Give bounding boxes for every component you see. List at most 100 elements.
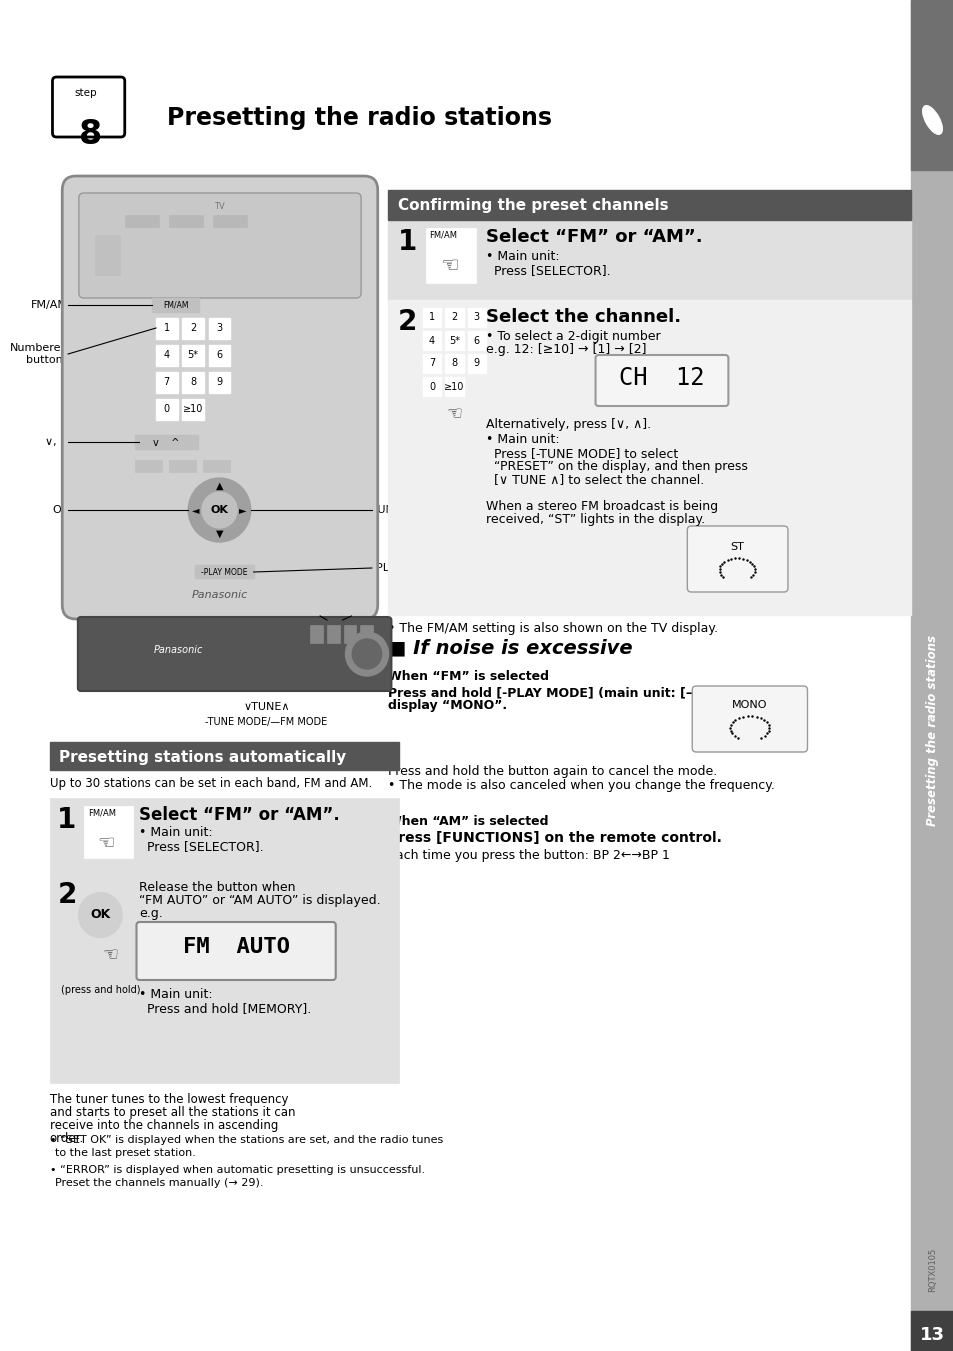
Text: Up to 30 stations can be set in each band, FM and AM.: Up to 30 stations can be set in each ban… bbox=[50, 777, 372, 790]
Bar bbox=[50, 798, 398, 873]
Text: ∨TUNE∧: ∨TUNE∧ bbox=[243, 703, 290, 712]
Text: Select “FM” or “AM”.: Select “FM” or “AM”. bbox=[139, 807, 340, 824]
FancyBboxPatch shape bbox=[79, 193, 361, 299]
Ellipse shape bbox=[922, 105, 942, 134]
Text: Presetting stations automatically: Presetting stations automatically bbox=[59, 750, 346, 765]
Text: order.: order. bbox=[50, 1132, 84, 1146]
Text: • The FM/AM setting is also shown on the TV display.: • The FM/AM setting is also shown on the… bbox=[388, 621, 718, 635]
Text: ☜: ☜ bbox=[446, 404, 462, 422]
FancyBboxPatch shape bbox=[136, 921, 335, 979]
Bar bbox=[203, 459, 230, 471]
Text: 4: 4 bbox=[164, 350, 170, 359]
Text: FM/AM: FM/AM bbox=[429, 231, 457, 240]
Text: Press and hold [MEMORY].: Press and hold [MEMORY]. bbox=[147, 1002, 311, 1015]
Text: RQTX0105: RQTX0105 bbox=[927, 1248, 936, 1292]
Text: OK: OK bbox=[211, 505, 228, 515]
Text: 2: 2 bbox=[451, 312, 457, 323]
Bar bbox=[209, 372, 230, 393]
Text: 4: 4 bbox=[429, 335, 435, 346]
Text: 2: 2 bbox=[397, 308, 417, 336]
Text: 5*: 5* bbox=[449, 335, 459, 346]
Bar bbox=[910, 1310, 953, 1351]
Text: SELECTOR: SELECTOR bbox=[274, 607, 326, 616]
Text: 0: 0 bbox=[429, 381, 435, 392]
Text: Press [SELECTOR].: Press [SELECTOR]. bbox=[147, 840, 264, 852]
Bar bbox=[169, 215, 203, 227]
Text: CH  12: CH 12 bbox=[618, 366, 704, 390]
Bar bbox=[194, 565, 253, 578]
Text: received, “ST” lights in the display.: received, “ST” lights in the display. bbox=[486, 513, 704, 526]
Text: ≥10: ≥10 bbox=[183, 404, 203, 413]
Bar bbox=[182, 345, 204, 366]
Bar bbox=[182, 372, 204, 393]
Text: Press and hold [-PLAY MODE] (main unit: [—FM MODE]) to: Press and hold [-PLAY MODE] (main unit: … bbox=[388, 686, 796, 698]
Text: Select the channel.: Select the channel. bbox=[486, 308, 680, 326]
Text: (press and hold): (press and hold) bbox=[61, 985, 140, 994]
Bar bbox=[467, 308, 486, 327]
Bar bbox=[156, 372, 177, 393]
Text: 3: 3 bbox=[474, 312, 479, 323]
Bar bbox=[213, 215, 247, 227]
Text: -TUNE MODE/—FM MODE: -TUNE MODE/—FM MODE bbox=[205, 717, 327, 727]
Text: OK: OK bbox=[52, 505, 68, 515]
Text: ≥10: ≥10 bbox=[444, 381, 464, 392]
Text: ■ If noise is excessive: ■ If noise is excessive bbox=[388, 638, 633, 657]
Text: -PLAY MODE: -PLAY MODE bbox=[372, 563, 439, 573]
Bar bbox=[50, 742, 398, 770]
Text: to the last preset station.: to the last preset station. bbox=[55, 1148, 196, 1158]
Text: MEMORY: MEMORY bbox=[323, 607, 366, 616]
Text: ST: ST bbox=[729, 542, 743, 553]
Text: 1: 1 bbox=[429, 312, 435, 323]
Text: 8: 8 bbox=[451, 358, 457, 369]
Text: receive into the channels in ascending: receive into the channels in ascending bbox=[50, 1119, 277, 1132]
Text: 1: 1 bbox=[164, 323, 170, 332]
Text: 8: 8 bbox=[79, 118, 102, 151]
Bar bbox=[50, 873, 398, 1084]
Text: TV: TV bbox=[213, 203, 225, 211]
Text: ◄: ◄ bbox=[193, 505, 199, 515]
Text: 0: 0 bbox=[164, 404, 170, 413]
Text: 3: 3 bbox=[216, 323, 222, 332]
Text: Each time you press the button: BP 2←→BP 1: Each time you press the button: BP 2←→BP… bbox=[388, 848, 670, 862]
FancyBboxPatch shape bbox=[692, 686, 806, 753]
Text: FM  AUTO: FM AUTO bbox=[182, 938, 290, 957]
Bar bbox=[910, 0, 953, 170]
Bar bbox=[388, 190, 910, 220]
Text: 5*: 5* bbox=[188, 350, 198, 359]
Text: MONO: MONO bbox=[731, 700, 767, 711]
Bar bbox=[327, 626, 339, 643]
Bar bbox=[445, 308, 463, 327]
Bar bbox=[388, 300, 910, 615]
Bar bbox=[360, 626, 373, 643]
Text: v    ^: v ^ bbox=[152, 438, 179, 449]
Text: ☜: ☜ bbox=[97, 834, 114, 852]
Bar bbox=[95, 235, 120, 276]
Text: FM/AM: FM/AM bbox=[88, 809, 115, 817]
Bar bbox=[134, 435, 198, 449]
Text: 9: 9 bbox=[474, 358, 479, 369]
Text: Release the button when: Release the button when bbox=[139, 881, 295, 894]
Text: FM/AM: FM/AM bbox=[163, 301, 188, 309]
Text: Presetting the radio stations: Presetting the radio stations bbox=[925, 635, 938, 825]
Text: Press and hold the button again to cancel the mode.: Press and hold the button again to cance… bbox=[388, 765, 717, 778]
Bar bbox=[84, 807, 132, 858]
Text: 7: 7 bbox=[428, 358, 435, 369]
FancyBboxPatch shape bbox=[52, 77, 125, 136]
Text: 6: 6 bbox=[474, 335, 479, 346]
Text: 8: 8 bbox=[190, 377, 196, 386]
Text: When “AM” is selected: When “AM” is selected bbox=[388, 815, 548, 828]
Text: • “ERROR” is displayed when automatic presetting is unsuccessful.: • “ERROR” is displayed when automatic pr… bbox=[50, 1165, 424, 1175]
Text: 1: 1 bbox=[57, 807, 76, 834]
Text: • Main unit:: • Main unit: bbox=[139, 988, 213, 1001]
Bar bbox=[169, 459, 196, 471]
Bar bbox=[310, 626, 323, 643]
Text: Press [SELECTOR].: Press [SELECTOR]. bbox=[494, 263, 610, 277]
Text: Panasonic: Panasonic bbox=[153, 644, 203, 655]
Text: ▲: ▲ bbox=[215, 481, 223, 490]
Bar bbox=[422, 308, 440, 327]
Text: • The mode is also canceled when you change the frequency.: • The mode is also canceled when you cha… bbox=[388, 780, 775, 792]
Circle shape bbox=[202, 492, 237, 528]
Text: 9: 9 bbox=[216, 377, 222, 386]
Text: Select “FM” or “AM”.: Select “FM” or “AM”. bbox=[486, 228, 702, 246]
Text: When “FM” is selected: When “FM” is selected bbox=[388, 670, 549, 684]
